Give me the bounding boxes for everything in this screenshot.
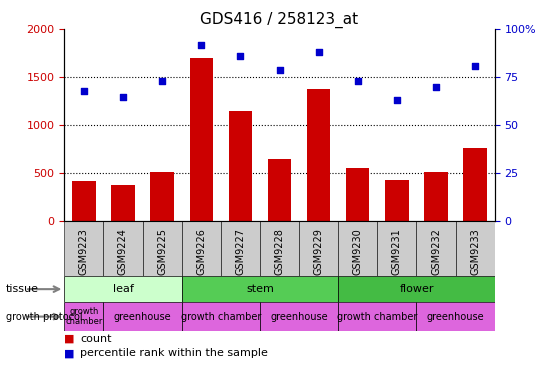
- Text: GSM9231: GSM9231: [392, 228, 402, 275]
- Bar: [338, 221, 377, 276]
- Bar: [182, 302, 260, 331]
- Point: [392, 97, 401, 103]
- Bar: [103, 221, 143, 276]
- Text: leaf: leaf: [112, 284, 134, 294]
- Bar: [377, 221, 416, 276]
- Text: tissue: tissue: [6, 284, 39, 294]
- Bar: [72, 181, 96, 221]
- Bar: [182, 221, 221, 276]
- Bar: [143, 221, 182, 276]
- Title: GDS416 / 258123_at: GDS416 / 258123_at: [201, 12, 358, 28]
- Text: growth chamber: growth chamber: [181, 311, 261, 322]
- Bar: [111, 185, 135, 221]
- Text: greenhouse: greenhouse: [427, 311, 485, 322]
- Bar: [64, 276, 182, 302]
- Bar: [229, 111, 252, 221]
- Bar: [416, 302, 495, 331]
- Text: GSM9226: GSM9226: [196, 228, 206, 275]
- Bar: [268, 159, 291, 221]
- Point: [79, 88, 88, 94]
- Text: stem: stem: [246, 284, 274, 294]
- Text: GSM9233: GSM9233: [470, 228, 480, 275]
- Text: flower: flower: [399, 284, 434, 294]
- Text: growth protocol: growth protocol: [6, 311, 82, 322]
- Point: [471, 63, 480, 69]
- Bar: [307, 89, 330, 221]
- Bar: [190, 58, 213, 221]
- Bar: [64, 221, 103, 276]
- Bar: [221, 221, 260, 276]
- Point: [236, 53, 245, 59]
- Text: GSM9228: GSM9228: [274, 228, 285, 275]
- Text: GSM9224: GSM9224: [118, 228, 128, 275]
- Bar: [338, 276, 495, 302]
- Text: GSM9223: GSM9223: [79, 228, 89, 275]
- Bar: [299, 221, 338, 276]
- Bar: [103, 302, 182, 331]
- Text: growth chamber: growth chamber: [337, 311, 418, 322]
- Bar: [463, 149, 487, 221]
- Text: percentile rank within the sample: percentile rank within the sample: [80, 348, 268, 358]
- Point: [119, 94, 127, 100]
- Point: [158, 78, 167, 84]
- Text: GSM9225: GSM9225: [157, 228, 167, 275]
- Bar: [385, 180, 409, 221]
- Point: [197, 42, 206, 48]
- Bar: [182, 276, 338, 302]
- Bar: [150, 172, 174, 221]
- Text: ■: ■: [64, 348, 75, 358]
- Text: GSM9230: GSM9230: [353, 228, 363, 275]
- Text: greenhouse: greenhouse: [270, 311, 328, 322]
- Text: GSM9232: GSM9232: [431, 228, 441, 275]
- Point: [432, 84, 440, 90]
- Bar: [338, 302, 416, 331]
- Text: ■: ■: [64, 333, 75, 344]
- Text: growth
chamber: growth chamber: [65, 307, 102, 326]
- Bar: [424, 172, 448, 221]
- Bar: [416, 221, 456, 276]
- Point: [314, 49, 323, 55]
- Text: count: count: [80, 333, 111, 344]
- Bar: [260, 221, 299, 276]
- Point: [353, 78, 362, 84]
- Text: greenhouse: greenhouse: [113, 311, 172, 322]
- Bar: [64, 302, 103, 331]
- Text: GSM9229: GSM9229: [314, 228, 324, 275]
- Bar: [260, 302, 338, 331]
- Point: [275, 67, 284, 72]
- Bar: [456, 221, 495, 276]
- Bar: [346, 168, 369, 221]
- Text: GSM9227: GSM9227: [235, 228, 245, 275]
